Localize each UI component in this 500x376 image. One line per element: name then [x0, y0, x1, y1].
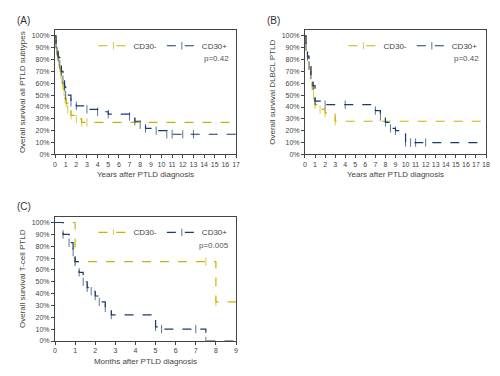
svg-text:10%: 10%: [36, 139, 50, 146]
svg-text:80%: 80%: [286, 56, 300, 63]
svg-text:17: 17: [472, 161, 480, 168]
svg-text:p=0.005: p=0.005: [199, 241, 229, 250]
svg-text:2: 2: [93, 347, 97, 354]
svg-text:Years after PTLD diagnosis: Years after PTLD diagnosis: [97, 170, 194, 179]
svg-text:12: 12: [422, 161, 430, 168]
svg-text:9: 9: [234, 347, 238, 354]
svg-text:100%: 100%: [282, 32, 300, 39]
svg-text:15: 15: [452, 161, 460, 168]
svg-text:CD30+: CD30+: [452, 42, 477, 51]
svg-text:2: 2: [323, 161, 327, 168]
svg-text:Years after PTLD diagnosis: Years after PTLD diagnosis: [347, 170, 444, 179]
svg-text:Overall survival all PTLD subt: Overall survival all PTLD subtypes: [18, 31, 27, 153]
svg-text:2: 2: [74, 161, 78, 168]
svg-text:8: 8: [383, 161, 387, 168]
svg-text:50%: 50%: [36, 92, 50, 99]
svg-text:8: 8: [214, 347, 218, 354]
svg-text:17: 17: [232, 161, 240, 168]
svg-text:20%: 20%: [36, 127, 50, 134]
svg-text:0%: 0%: [39, 151, 49, 158]
svg-text:90%: 90%: [286, 44, 300, 51]
svg-text:90%: 90%: [36, 44, 50, 51]
svg-text:10: 10: [158, 161, 166, 168]
svg-text:50%: 50%: [286, 92, 300, 99]
svg-text:20%: 20%: [36, 314, 50, 321]
svg-text:60%: 60%: [286, 80, 300, 87]
svg-text:CD30+: CD30+: [202, 42, 227, 51]
svg-text:6: 6: [363, 161, 367, 168]
svg-text:3: 3: [333, 161, 337, 168]
svg-text:CD30-: CD30-: [133, 42, 156, 51]
svg-text:13: 13: [432, 161, 440, 168]
svg-text:10: 10: [402, 161, 410, 168]
svg-text:3: 3: [85, 161, 89, 168]
svg-text:16: 16: [462, 161, 470, 168]
svg-text:80%: 80%: [36, 243, 50, 250]
svg-text:4: 4: [133, 347, 137, 354]
svg-text:14: 14: [200, 161, 208, 168]
svg-text:0%: 0%: [39, 337, 49, 344]
svg-text:40%: 40%: [36, 290, 50, 297]
svg-text:CD30-: CD30-: [383, 42, 406, 51]
svg-text:20%: 20%: [286, 127, 300, 134]
svg-text:7: 7: [373, 161, 377, 168]
svg-text:30%: 30%: [36, 115, 50, 122]
svg-text:5: 5: [106, 161, 110, 168]
svg-text:0: 0: [303, 161, 307, 168]
svg-text:90%: 90%: [36, 231, 50, 238]
svg-text:80%: 80%: [36, 56, 50, 63]
svg-text:4: 4: [343, 161, 347, 168]
svg-text:18: 18: [482, 161, 490, 168]
svg-text:9: 9: [394, 161, 398, 168]
svg-text:5: 5: [154, 347, 158, 354]
svg-text:70%: 70%: [36, 255, 50, 262]
svg-text:30%: 30%: [36, 302, 50, 309]
svg-text:13: 13: [190, 161, 198, 168]
svg-text:4: 4: [96, 161, 100, 168]
svg-text:50%: 50%: [36, 278, 50, 285]
svg-text:CD30+: CD30+: [202, 228, 227, 237]
svg-text:100%: 100%: [32, 32, 50, 39]
svg-text:40%: 40%: [36, 103, 50, 110]
svg-text:9: 9: [149, 161, 153, 168]
svg-text:1: 1: [313, 161, 317, 168]
svg-text:16: 16: [221, 161, 229, 168]
svg-text:5: 5: [353, 161, 357, 168]
svg-text:14: 14: [442, 161, 450, 168]
svg-text:100%: 100%: [32, 219, 50, 226]
svg-text:1: 1: [73, 347, 77, 354]
svg-text:Months after PTLD diagnosis: Months after PTLD diagnosis: [94, 357, 197, 366]
svg-text:1: 1: [64, 161, 68, 168]
svg-text:40%: 40%: [286, 103, 300, 110]
svg-text:8: 8: [138, 161, 142, 168]
svg-text:11: 11: [412, 161, 419, 168]
svg-text:10%: 10%: [286, 139, 300, 146]
svg-text:11: 11: [168, 161, 175, 168]
svg-text:60%: 60%: [36, 80, 50, 87]
svg-text:3: 3: [113, 347, 117, 354]
svg-text:(C): (C): [17, 201, 31, 212]
svg-text:12: 12: [179, 161, 187, 168]
svg-text:6: 6: [117, 161, 121, 168]
svg-text:(B): (B): [267, 15, 280, 26]
svg-text:70%: 70%: [286, 68, 300, 75]
svg-text:0: 0: [53, 347, 57, 354]
svg-text:6: 6: [174, 347, 178, 354]
svg-text:10%: 10%: [36, 326, 50, 333]
svg-text:15: 15: [211, 161, 219, 168]
svg-text:Overall survival DLBCL PTLD: Overall survival DLBCL PTLD: [268, 39, 277, 144]
svg-text:p=0.42: p=0.42: [204, 54, 229, 63]
svg-text:p=0.42: p=0.42: [454, 54, 479, 63]
svg-text:7: 7: [194, 347, 198, 354]
svg-text:(A): (A): [17, 15, 30, 26]
svg-text:0: 0: [53, 161, 57, 168]
svg-text:60%: 60%: [36, 266, 50, 273]
svg-text:CD30-: CD30-: [133, 228, 156, 237]
svg-text:7: 7: [128, 161, 132, 168]
svg-text:Overall survival T-cell PTLD: Overall survival T-cell PTLD: [18, 229, 27, 328]
svg-text:70%: 70%: [36, 68, 50, 75]
svg-text:30%: 30%: [286, 115, 300, 122]
svg-text:0%: 0%: [289, 151, 299, 158]
